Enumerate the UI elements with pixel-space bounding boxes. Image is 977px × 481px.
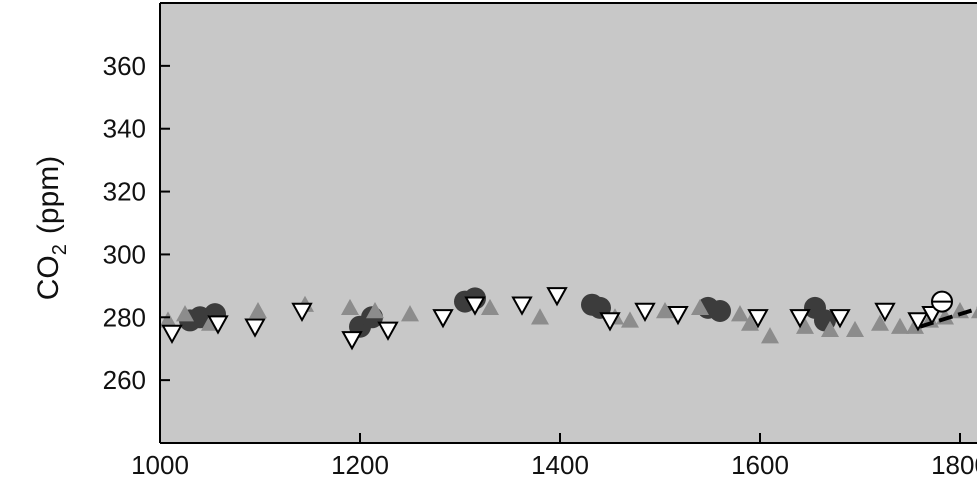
- data-point-dark-circle: [709, 300, 731, 322]
- y-tick-label: 320: [103, 177, 146, 207]
- data-point-white-triangle: [432, 309, 454, 329]
- data-point-grey-triangle: [481, 298, 499, 316]
- data-point-white-triangle: [377, 321, 399, 341]
- y-tick-label: 280: [103, 302, 146, 332]
- data-point-white-triangle: [511, 296, 533, 316]
- data-point-white-triangle: [341, 331, 363, 351]
- data-point-white-triangle: [207, 315, 229, 335]
- data-point-grey-triangle: [821, 320, 839, 338]
- y-tick-label: 260: [103, 365, 146, 395]
- x-tick-label: 1600: [731, 450, 789, 480]
- data-point-white-triangle: [546, 287, 568, 307]
- x-tick-label: 1400: [531, 450, 589, 480]
- dashed-trend-line: [919, 306, 977, 329]
- data-point-white-triangle: [291, 302, 313, 323]
- data-point-white-triangle: [244, 318, 266, 338]
- data-point-grey-triangle: [176, 305, 194, 322]
- data-point-grey-triangle: [741, 314, 759, 331]
- data-point-grey-triangle: [891, 317, 909, 334]
- data-point-grey-triangle: [731, 305, 749, 322]
- y-tick-label: 360: [103, 51, 146, 81]
- y-tick-label: 340: [103, 114, 146, 144]
- data-point-grey-triangle: [971, 307, 977, 319]
- y-axis-title-main: CO: [32, 255, 65, 300]
- data-point-white-triangle: [161, 324, 183, 345]
- x-tick-label: 1000: [131, 450, 189, 480]
- x-tick-label: 1800: [931, 450, 977, 480]
- data-point-grey-triangle: [691, 298, 709, 316]
- data-point-grey-triangle: [846, 320, 864, 338]
- data-point-white-triangle: [667, 305, 689, 326]
- data-point-grey-triangle: [621, 311, 639, 328]
- data-point-grey-triangle: [249, 302, 267, 319]
- y-axis-title: CO2 (ppm): [32, 156, 71, 300]
- data-point-grey-triangle: [796, 317, 814, 334]
- y-axis-title-subscript: 2: [49, 244, 71, 255]
- data-point-white-triangle: [747, 309, 769, 329]
- plot-area: [160, 3, 977, 443]
- data-point-white-triangle: [599, 312, 621, 332]
- data-point-white-triangle: [907, 312, 929, 332]
- data-point-grey-triangle: [761, 327, 779, 344]
- y-axis-title-unit: (ppm): [32, 156, 65, 234]
- data-point-grey-triangle: [401, 305, 419, 322]
- data-point-white-triangle: [464, 296, 486, 316]
- data-point-grey-triangle: [366, 302, 384, 319]
- data-point-grey-triangle: [656, 302, 674, 319]
- data-point-grey-triangle: [871, 314, 889, 331]
- data-point-grey-triangle: [160, 311, 177, 328]
- data-point-white-triangle: [634, 302, 656, 323]
- data-point-white-triangle: [789, 309, 811, 329]
- y-tick-label: 300: [103, 239, 146, 269]
- data-point-white-triangle: [829, 309, 851, 329]
- data-point-grey-triangle: [341, 298, 359, 316]
- plot-background: [160, 3, 977, 443]
- x-tick-label: 1200: [331, 450, 389, 480]
- data-point-white-triangle: [874, 302, 896, 323]
- data-point-grey-triangle: [531, 308, 549, 325]
